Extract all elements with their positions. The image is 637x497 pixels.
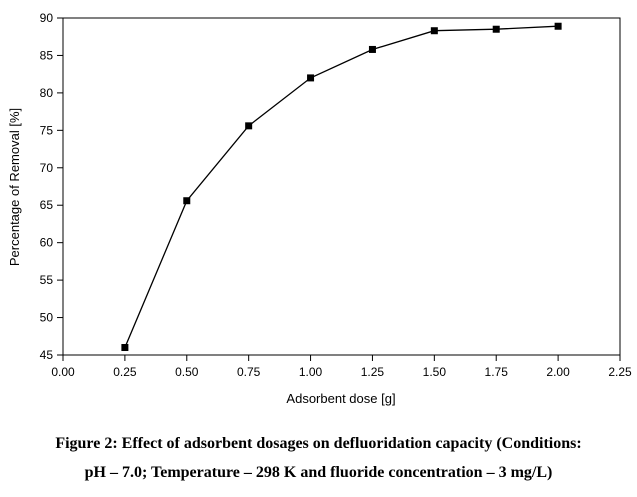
data-point [121, 344, 129, 352]
x-tick-label: 0.00 [51, 365, 75, 379]
x-axis-title: Adsorbent dose [g] [286, 391, 395, 406]
y-tick-label: 65 [40, 198, 54, 212]
x-tick-label: 0.25 [113, 365, 137, 379]
y-tick-label: 60 [40, 236, 54, 250]
x-tick-label: 1.25 [361, 365, 385, 379]
y-tick-label: 80 [40, 86, 54, 100]
y-axis-title: Percentage of Removal [%] [7, 108, 22, 266]
data-line [124, 25, 559, 348]
x-tick-label: 0.50 [175, 365, 199, 379]
plot-frame [62, 17, 621, 356]
data-point [492, 25, 500, 33]
y-tick-label: 75 [40, 123, 54, 137]
data-point [368, 45, 376, 53]
data-point [183, 197, 191, 205]
x-tick-label: 2.00 [546, 365, 570, 379]
y-tick-label: 50 [40, 311, 54, 325]
x-axis-ticks: 0.00 0.25 0.50 0.75 1.00 1.25 1.50 1.75 2.00 2.25 [51, 355, 632, 379]
y-tick-label: 90 [40, 11, 54, 25]
y-axis-ticks: 45 50 55 60 65 70 75 80 85 90 [40, 11, 63, 362]
x-tick-label: 1.75 [485, 365, 509, 379]
y-tick-label: 85 [40, 48, 54, 62]
data-point [430, 27, 438, 35]
series-line [121, 22, 562, 352]
x-tick-label: 1.00 [299, 365, 323, 379]
y-tick-label: 55 [40, 273, 54, 287]
data-point [307, 74, 315, 82]
data-point [245, 122, 253, 130]
y-tick-label: 70 [40, 161, 54, 175]
figure-caption-line-2: pH – 7.0; Temperature – 298 K and fluori… [84, 464, 553, 481]
data-point [554, 22, 562, 30]
chart: 0.00 0.25 0.50 0.75 1.00 1.25 1.50 1.75 2.00 2.25… [7, 11, 632, 406]
x-tick-label: 2.25 [608, 365, 632, 379]
x-tick-label: 1.50 [423, 365, 447, 379]
y-tick-label: 45 [40, 348, 54, 362]
x-tick-label: 0.75 [237, 365, 261, 379]
figure-caption-line-1: Figure 2: Effect of adsorbent dosages on… [55, 435, 582, 452]
